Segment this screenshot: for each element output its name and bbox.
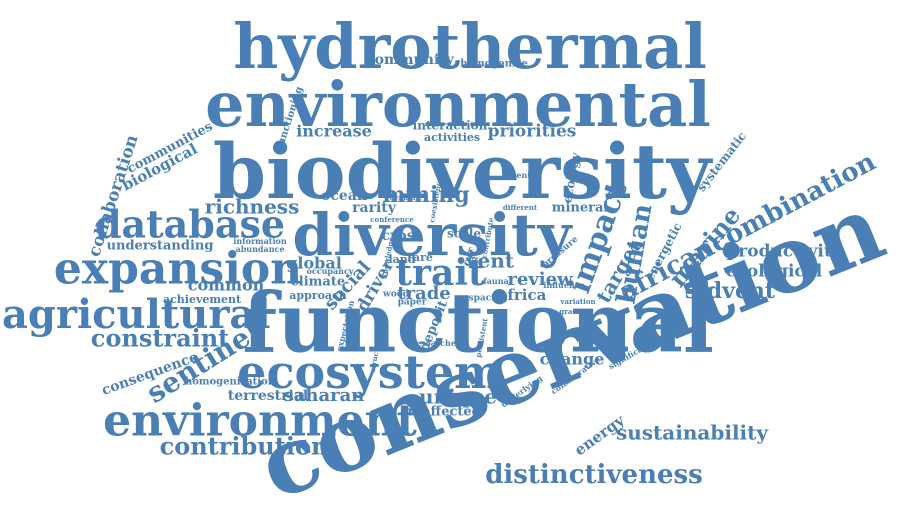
word-diversity: diversity [293,201,574,269]
word-vent: vent [465,249,515,273]
word-contribution: contribution [160,432,329,461]
word-constraint: constraint [91,324,230,353]
word-unaffected: unaffected [403,405,481,420]
word-sustainability: sustainability [616,421,769,445]
word-africa: africa [498,286,547,304]
word-ecosystem: ecosystem [237,345,503,399]
word-mineral: mineral [552,201,609,216]
word-homogenise: homogenise [460,59,528,70]
word-global: global [286,254,342,273]
word-common: common [188,276,265,295]
word-information: information [233,236,287,246]
word-climate: climate [291,275,345,290]
word-unique: unique [419,385,497,409]
word-mining: mining [382,182,469,208]
word-richness: richness [205,195,300,219]
word-rare: rare [407,251,433,264]
word-database: database [95,202,285,247]
word-environment: environment [103,396,417,447]
word-increase: increase [296,122,372,141]
word-scale: scale [447,227,481,241]
word-spacing: spacing [469,294,509,304]
word-ocean: ocean [321,188,367,204]
word-influence: influence [543,280,584,290]
word-ecological: ecological [726,262,823,282]
word-researcher: researcher [412,338,461,348]
word-functional: functional [242,275,714,371]
word-wood: wood [382,290,410,300]
word-achievement: achievement [163,293,242,306]
word-rarity: rarity [352,200,397,216]
word-understanding: understanding [107,239,214,254]
word-change: change [540,350,605,369]
word-expansion: expansion [54,244,302,295]
word-agricultural: agricultural [2,291,271,338]
word-abundance: abundance [236,244,285,254]
word-potential: potential [502,170,543,180]
word-paper: paper [398,298,427,308]
word-land: land [389,253,416,266]
word-fauna: fauna [483,276,508,286]
word-environmental: environmental [205,68,711,141]
word-hydrothermal: hydrothermal [233,10,707,83]
word-terrestrial: terrestrial [228,388,308,404]
word-trait: trait [395,252,485,294]
word-cross: cross [381,228,422,244]
word-dynamic: dynamic [390,193,423,202]
word-different: different [503,203,538,212]
word-biodiversity: biodiversity [213,127,713,216]
word-activities: activities [424,131,480,144]
word-review: review [507,269,573,290]
word-trade: trade [397,283,451,304]
word-sfdvent: sfdvent [685,278,776,304]
word-conference: conference [370,215,414,224]
word-homogenisation: homogenisation [185,377,276,388]
word-variation: variation [559,297,595,306]
word-gradient: gradient [559,307,593,316]
word-productivity: productivity [726,242,842,262]
word-distinctiveness: distinctiveness [485,460,703,490]
word-approach: approach [289,289,346,302]
word-priorities: priorities [488,122,577,142]
word-community: community [366,52,455,68]
word-occupancy: occupancy [306,266,353,276]
word-saharan: saharan [284,385,365,406]
word-interaction: interaction [413,119,488,133]
